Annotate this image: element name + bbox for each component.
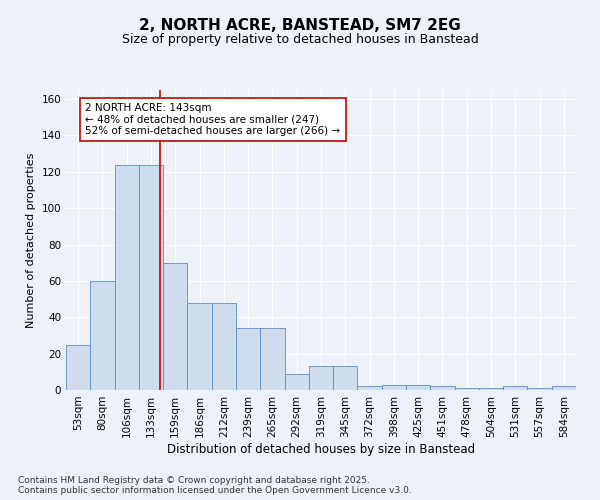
Bar — [382, 384, 406, 390]
Text: Size of property relative to detached houses in Banstead: Size of property relative to detached ho… — [122, 32, 478, 46]
Y-axis label: Number of detached properties: Number of detached properties — [26, 152, 36, 328]
Bar — [212, 302, 236, 390]
Bar — [406, 384, 430, 390]
Bar — [187, 302, 212, 390]
Text: 2 NORTH ACRE: 143sqm
← 48% of detached houses are smaller (247)
52% of semi-deta: 2 NORTH ACRE: 143sqm ← 48% of detached h… — [85, 102, 341, 136]
Bar — [552, 386, 576, 390]
Bar — [479, 388, 503, 390]
Bar — [333, 366, 358, 390]
Bar — [139, 164, 163, 390]
Bar — [358, 386, 382, 390]
X-axis label: Distribution of detached houses by size in Banstead: Distribution of detached houses by size … — [167, 442, 475, 456]
Text: Contains HM Land Registry data © Crown copyright and database right 2025.
Contai: Contains HM Land Registry data © Crown c… — [18, 476, 412, 495]
Bar — [260, 328, 284, 390]
Bar — [90, 281, 115, 390]
Bar — [527, 388, 552, 390]
Bar — [284, 374, 309, 390]
Bar — [309, 366, 333, 390]
Bar — [115, 164, 139, 390]
Bar — [503, 386, 527, 390]
Bar — [455, 388, 479, 390]
Bar — [66, 344, 90, 390]
Bar — [163, 262, 187, 390]
Text: 2, NORTH ACRE, BANSTEAD, SM7 2EG: 2, NORTH ACRE, BANSTEAD, SM7 2EG — [139, 18, 461, 32]
Bar — [236, 328, 260, 390]
Bar — [430, 386, 455, 390]
